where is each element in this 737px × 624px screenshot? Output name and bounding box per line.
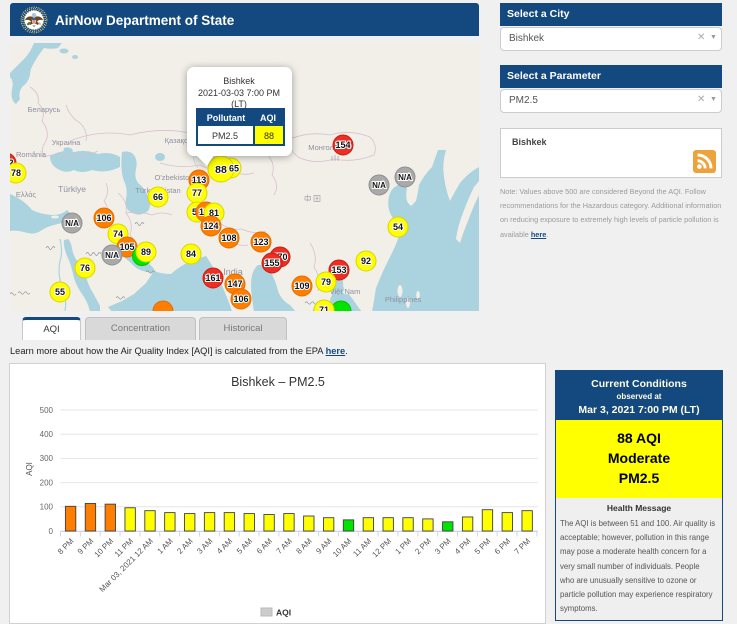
svg-text:4 AM: 4 AM xyxy=(215,536,234,555)
svg-text:109: 109 xyxy=(294,281,309,291)
svg-text:România: România xyxy=(16,150,47,159)
svg-text:71: 71 xyxy=(319,305,329,311)
svg-text:108: 108 xyxy=(221,233,236,243)
svg-text:8 AM: 8 AM xyxy=(294,536,313,555)
svg-text:7 PM: 7 PM xyxy=(512,536,532,556)
svg-text:PM2.5: PM2.5 xyxy=(212,131,238,141)
svg-text:5 PM: 5 PM xyxy=(473,536,493,556)
svg-text:154: 154 xyxy=(335,140,350,150)
svg-text:92: 92 xyxy=(361,256,371,266)
svg-text:500: 500 xyxy=(40,406,54,415)
svg-text:3 PM: 3 PM xyxy=(433,536,453,556)
svg-text:5 AM: 5 AM xyxy=(235,536,254,555)
svg-text:153: 153 xyxy=(331,265,346,275)
svg-text:India: India xyxy=(223,267,243,277)
svg-text:10 PM: 10 PM xyxy=(92,536,115,559)
svg-text:3 AM: 3 AM xyxy=(195,536,214,555)
svg-text:Türkiye: Türkiye xyxy=(58,184,86,194)
svg-text:78: 78 xyxy=(11,168,21,178)
svg-text:200: 200 xyxy=(40,478,54,487)
svg-text:161: 161 xyxy=(205,273,220,283)
svg-text:7 AM: 7 AM xyxy=(275,536,294,555)
svg-text:106: 106 xyxy=(96,213,111,223)
svg-text:77: 77 xyxy=(192,188,202,198)
svg-text:400: 400 xyxy=(40,430,54,439)
svg-text:Қазақстан: Қазақстан xyxy=(165,136,200,145)
svg-text:79: 79 xyxy=(321,277,331,287)
svg-text:Монгол улс: Монгол улс xyxy=(308,143,348,152)
svg-text:84: 84 xyxy=(186,249,196,259)
svg-text:Philippines: Philippines xyxy=(385,295,422,304)
svg-text:4 PM: 4 PM xyxy=(453,536,473,556)
svg-text:88: 88 xyxy=(264,131,274,141)
svg-text:155: 155 xyxy=(264,258,279,268)
svg-text:(LT): (LT) xyxy=(231,99,247,109)
svg-text:AQI: AQI xyxy=(260,113,276,123)
svg-text:6 AM: 6 AM xyxy=(255,536,274,555)
svg-text:2 PM: 2 PM xyxy=(413,536,433,556)
svg-text:6 PM: 6 PM xyxy=(493,536,513,556)
svg-text:300: 300 xyxy=(40,454,54,463)
svg-text:Ελλάς: Ελλάς xyxy=(16,190,37,199)
svg-text:123: 123 xyxy=(253,237,268,247)
svg-text:65: 65 xyxy=(229,163,239,173)
svg-text:124: 124 xyxy=(203,221,218,231)
svg-text:106: 106 xyxy=(233,294,248,304)
svg-text:N/A: N/A xyxy=(398,173,412,182)
svg-text:76: 76 xyxy=(80,263,90,273)
svg-text:55: 55 xyxy=(55,287,65,297)
svg-text:AQI: AQI xyxy=(25,462,34,476)
svg-text:88: 88 xyxy=(215,164,227,176)
svg-text:10 AM: 10 AM xyxy=(331,536,354,559)
svg-text:8 PM: 8 PM xyxy=(56,536,76,556)
svg-text:N/A: N/A xyxy=(65,219,79,228)
svg-text:Украина: Украина xyxy=(52,138,81,147)
svg-text:N/A: N/A xyxy=(372,181,386,190)
svg-text:N/A: N/A xyxy=(105,251,119,260)
svg-text:66: 66 xyxy=(153,192,163,202)
svg-text:105: 105 xyxy=(119,242,134,252)
svg-text:AQI: AQI xyxy=(276,608,291,618)
svg-text:O'zbekiston: O'zbekiston xyxy=(155,173,194,182)
svg-text:100: 100 xyxy=(40,503,54,512)
svg-text:54: 54 xyxy=(393,222,403,232)
svg-text:Pollutant: Pollutant xyxy=(207,113,246,123)
svg-text:2021-03-03 7:00 PM: 2021-03-03 7:00 PM xyxy=(198,88,280,98)
svg-text:Việt Nam: Việt Nam xyxy=(330,287,361,296)
svg-text:1 AM: 1 AM xyxy=(156,536,175,555)
svg-text:2 AM: 2 AM xyxy=(175,536,194,555)
svg-text:0: 0 xyxy=(49,527,54,536)
svg-text:12 PM: 12 PM xyxy=(370,536,393,559)
svg-text:Bishkek: Bishkek xyxy=(223,76,255,86)
svg-text:Беларусь: Беларусь xyxy=(28,105,61,114)
svg-text:147: 147 xyxy=(227,279,242,289)
svg-text:Bishkek – PM2.5: Bishkek – PM2.5 xyxy=(231,375,325,389)
svg-text:11 AM: 11 AM xyxy=(351,536,373,558)
svg-text:1 PM: 1 PM xyxy=(393,536,413,556)
svg-text:89: 89 xyxy=(141,247,151,257)
svg-text:74: 74 xyxy=(113,229,123,239)
